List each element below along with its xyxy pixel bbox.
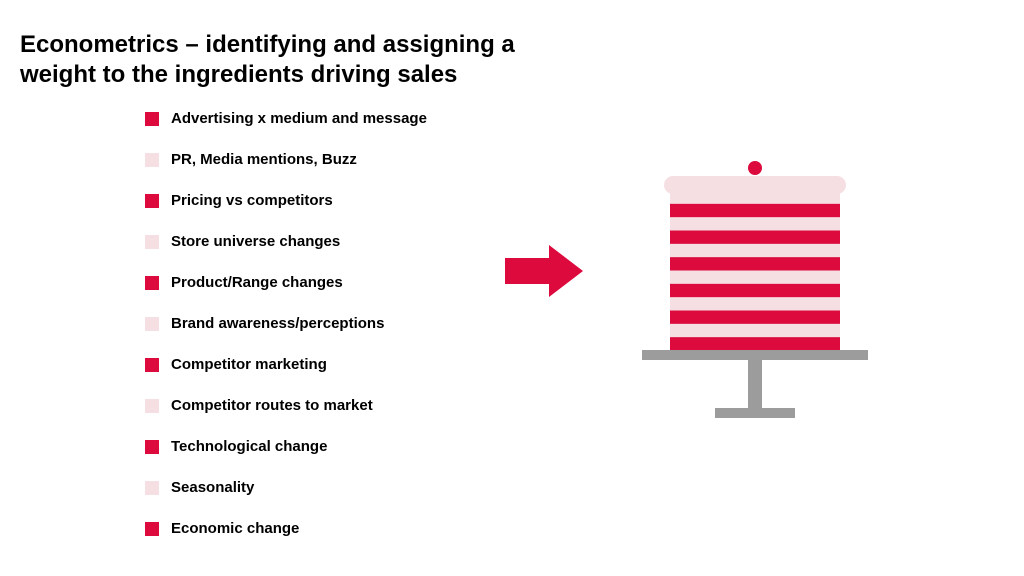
bullet-icon: [145, 481, 159, 495]
list-item-label: Advertising x medium and message: [171, 110, 427, 127]
list-item-label: Brand awareness/perceptions: [171, 315, 384, 332]
list-item: Store universe changes: [145, 233, 427, 250]
list-item-label: Competitor marketing: [171, 356, 327, 373]
bullet-icon: [145, 440, 159, 454]
list-item: Pricing vs competitors: [145, 192, 427, 209]
list-item-label: Competitor routes to market: [171, 397, 373, 414]
list-item: Seasonality: [145, 479, 427, 496]
bullet-icon: [145, 399, 159, 413]
list-item: Product/Range changes: [145, 274, 427, 291]
bullet-icon: [145, 522, 159, 536]
list-item-label: PR, Media mentions, Buzz: [171, 151, 357, 168]
ingredient-list: Advertising x medium and message PR, Med…: [145, 110, 427, 537]
list-item: Economic change: [145, 520, 427, 537]
list-item-label: Technological change: [171, 438, 327, 455]
list-item: Brand awareness/perceptions: [145, 315, 427, 332]
bullet-icon: [145, 317, 159, 331]
bullet-icon: [145, 194, 159, 208]
list-item-label: Seasonality: [171, 479, 254, 496]
list-item: Technological change: [145, 438, 427, 455]
list-item: Advertising x medium and message: [145, 110, 427, 127]
cake-illustration: [625, 150, 885, 435]
bullet-icon: [145, 235, 159, 249]
arrow-icon: [505, 245, 583, 302]
page-title: Econometrics – identifying and assigning…: [20, 30, 580, 90]
list-item: PR, Media mentions, Buzz: [145, 151, 427, 168]
bullet-icon: [145, 358, 159, 372]
bullet-icon: [145, 112, 159, 126]
list-item-label: Product/Range changes: [171, 274, 343, 291]
list-item-label: Economic change: [171, 520, 299, 537]
list-item-label: Pricing vs competitors: [171, 192, 333, 209]
bullet-icon: [145, 276, 159, 290]
list-item: Competitor marketing: [145, 356, 427, 373]
bullet-icon: [145, 153, 159, 167]
list-item: Competitor routes to market: [145, 397, 427, 414]
list-item-label: Store universe changes: [171, 233, 340, 250]
